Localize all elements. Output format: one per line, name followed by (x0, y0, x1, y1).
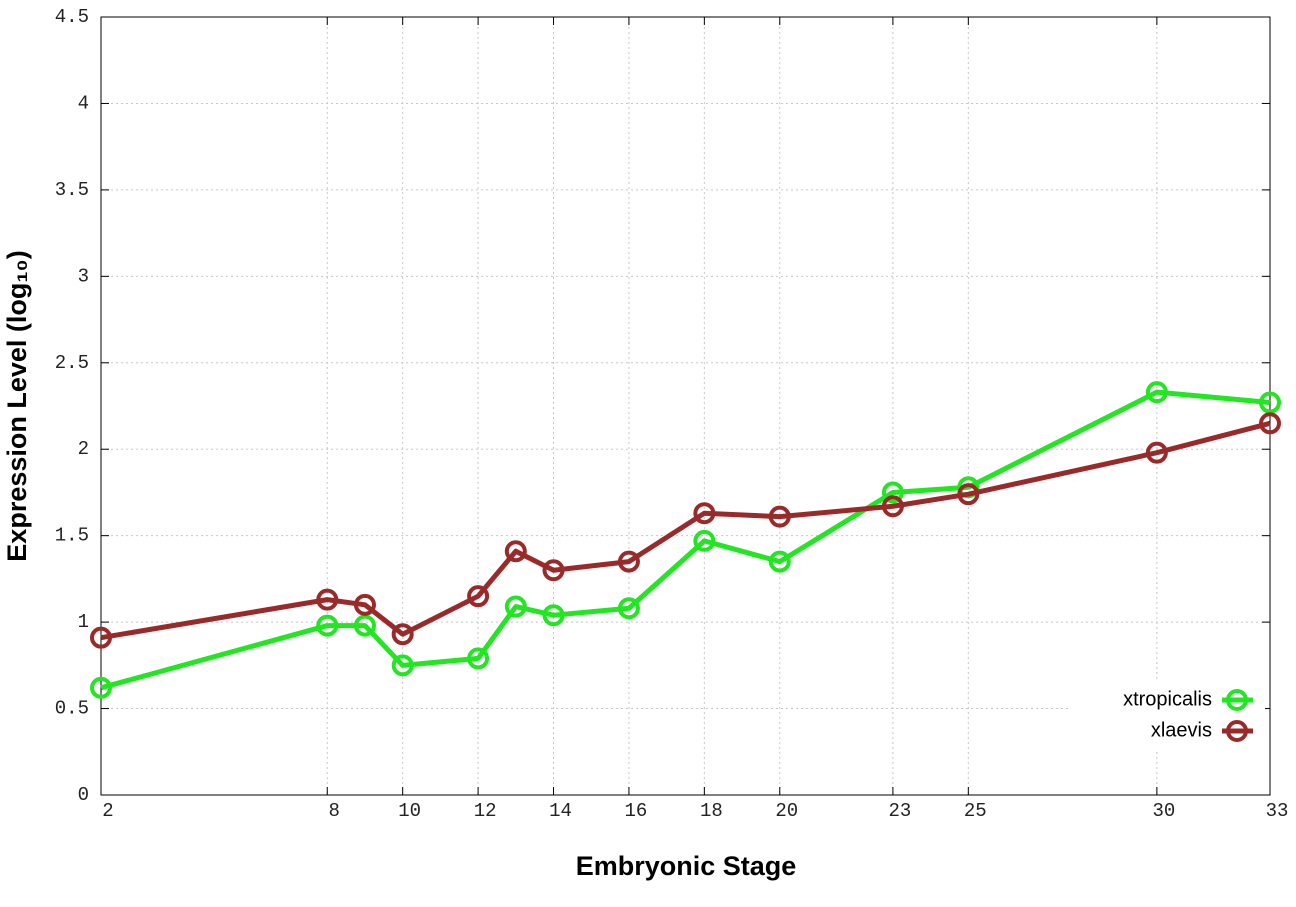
x-tick-label: 12 (474, 800, 497, 822)
data-point (1259, 391, 1281, 414)
data-point (90, 676, 112, 699)
y-tick-label: 0 (78, 784, 89, 806)
data-point (467, 585, 490, 608)
data-point (768, 550, 791, 573)
x-tick-label: 8 (329, 800, 340, 822)
x-axis-label: Embryonic Stage (576, 851, 797, 881)
y-tick-label: 3.5 (55, 179, 89, 201)
legend-marker (1226, 720, 1248, 742)
y-tick-label: 2 (78, 438, 89, 460)
x-tick-label: 14 (549, 800, 572, 822)
y-tick-label: 4.5 (55, 6, 89, 28)
data-point (391, 654, 414, 677)
legend-label: xtropicalis (1123, 688, 1212, 710)
data-point (1145, 441, 1168, 464)
data-point (693, 529, 716, 552)
data-point (881, 495, 904, 518)
y-tick-label: 2.5 (55, 352, 89, 374)
y-tick-label: 3 (78, 265, 89, 287)
x-tick-label: 33 (1266, 800, 1289, 822)
data-point (957, 483, 980, 506)
x-tick-label: 25 (964, 800, 987, 822)
x-tick-label: 2 (102, 800, 113, 822)
x-tick-label: 10 (398, 800, 421, 822)
data-point (353, 614, 376, 637)
x-tick-label: 23 (888, 800, 911, 822)
x-tick-label: 20 (775, 800, 798, 822)
data-point (504, 540, 527, 563)
y-tick-label: 1.5 (55, 525, 89, 547)
data-point (693, 502, 716, 525)
data-point (504, 595, 527, 618)
legend-label: xlaevis (1151, 719, 1212, 741)
data-point (90, 626, 112, 649)
legend-marker (1226, 689, 1248, 711)
data-point (768, 505, 791, 528)
data-point (542, 604, 565, 627)
data-point (1259, 412, 1281, 435)
y-tick-label: 4 (78, 92, 89, 114)
x-tick-label: 16 (625, 800, 648, 822)
data-point (542, 559, 565, 582)
x-tick-label: 30 (1152, 800, 1175, 822)
data-point (316, 614, 339, 637)
y-tick-label: 0.5 (55, 698, 89, 720)
plot-frame (100, 16, 1271, 796)
data-point (391, 623, 414, 646)
data-point (617, 597, 640, 620)
data-point (1145, 381, 1168, 404)
data-point (617, 550, 640, 573)
data-point (881, 481, 904, 504)
y-tick-label: 1 (78, 611, 89, 633)
data-point (353, 593, 376, 616)
data-point (316, 588, 339, 611)
data-point (467, 647, 490, 670)
x-tick-label: 18 (700, 800, 723, 822)
y-axis-label: Expression Level (log₁₀) (2, 250, 32, 561)
